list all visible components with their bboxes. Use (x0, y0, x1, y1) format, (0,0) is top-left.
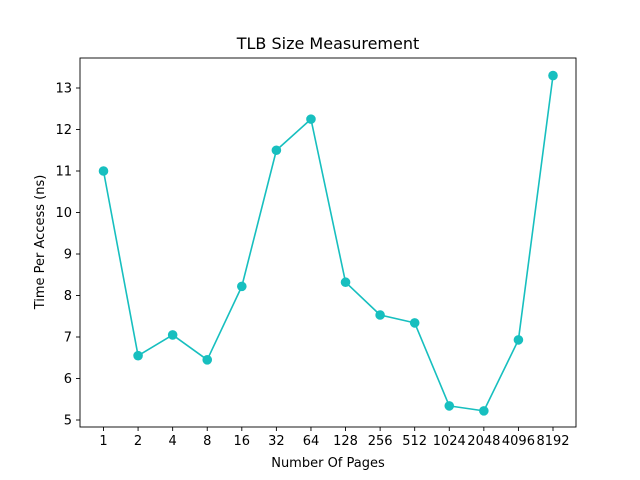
data-point (98, 166, 109, 176)
x-tick-label: 512 (402, 434, 427, 449)
x-tick-label: 256 (368, 434, 393, 449)
x-axis-label: Number Of Pages (271, 456, 385, 471)
y-tick-label: 13 (55, 82, 72, 97)
x-tick-label: 8 (203, 434, 211, 449)
y-tick-label: 11 (55, 165, 72, 180)
y-axis-label: Time Per Access (ns) (33, 175, 48, 311)
data-point (133, 350, 143, 361)
x-tick-label: 16 (234, 434, 251, 449)
plot-frame (79, 57, 577, 428)
data-point (479, 406, 489, 416)
y-tick-label: 6 (64, 372, 72, 387)
y-tick-label: 10 (55, 206, 72, 221)
x-tick-label: 8192 (536, 434, 569, 449)
x-tick-label: 1 (99, 434, 107, 449)
y-tick-label: 12 (55, 123, 72, 138)
data-point (237, 281, 247, 292)
data-point (271, 145, 282, 156)
series-line (102, 75, 554, 412)
data-point (340, 277, 351, 288)
data-point (306, 114, 316, 124)
y-tick-label: 7 (64, 331, 72, 346)
data-point (375, 310, 385, 320)
y-tick-label: 8 (64, 289, 72, 304)
x-tick-label: 4 (169, 434, 177, 449)
x-tick-label: 2 (134, 434, 142, 449)
data-point (409, 318, 420, 328)
x-tick-label: 2048 (467, 434, 500, 449)
x-tick-label: 1024 (433, 434, 466, 449)
y-tick-label: 5 (64, 414, 72, 429)
data-point (444, 401, 455, 411)
x-tick-label: 128 (333, 434, 358, 449)
data-point (548, 70, 558, 81)
data-point (202, 355, 213, 365)
x-tick-label: 4096 (502, 434, 535, 449)
y-tick-label: 9 (64, 248, 72, 263)
plot-area: 1 2 4 8 16 32 64 128 256 512 1024 2048 4096 819256789… (55, 57, 577, 449)
data-point (167, 330, 178, 340)
x-tick-label: 64 (303, 434, 320, 449)
x-tick-label: 32 (268, 434, 285, 449)
data-point (513, 335, 524, 345)
chart-title: TLB Size Measurement (236, 34, 420, 53)
